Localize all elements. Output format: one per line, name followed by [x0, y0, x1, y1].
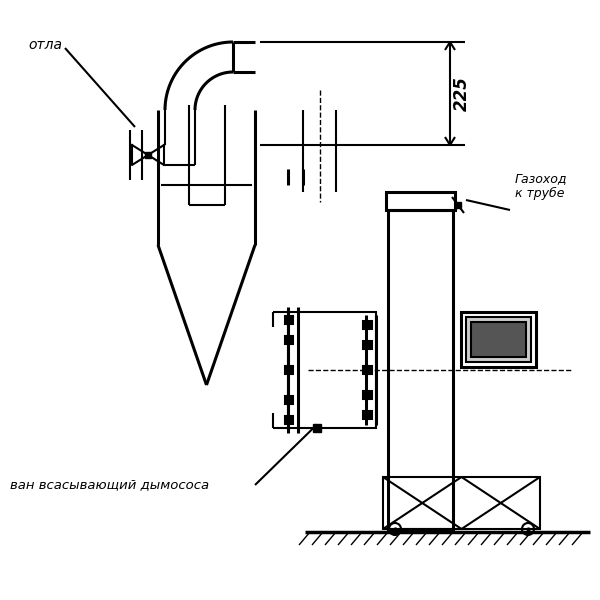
Bar [285, 415, 293, 424]
Bar [363, 391, 372, 398]
Bar [285, 316, 293, 323]
Text: Газоход
к трубе: Газоход к трубе [515, 172, 568, 200]
Bar [461, 311, 536, 367]
Bar [363, 410, 372, 419]
Bar [383, 477, 540, 529]
Bar [363, 365, 372, 373]
Bar [471, 322, 526, 356]
Bar [288, 311, 376, 427]
Bar [285, 395, 293, 403]
Text: 225: 225 [453, 76, 471, 111]
Text: ван всасывающий дымососа: ван всасывающий дымососа [10, 479, 209, 491]
Bar [386, 192, 455, 210]
Bar [388, 210, 453, 529]
Bar [466, 317, 531, 361]
Text: отла: отла [28, 38, 62, 52]
Bar [363, 340, 372, 349]
Bar [363, 320, 372, 329]
Bar [285, 335, 293, 343]
Bar [285, 365, 293, 373]
